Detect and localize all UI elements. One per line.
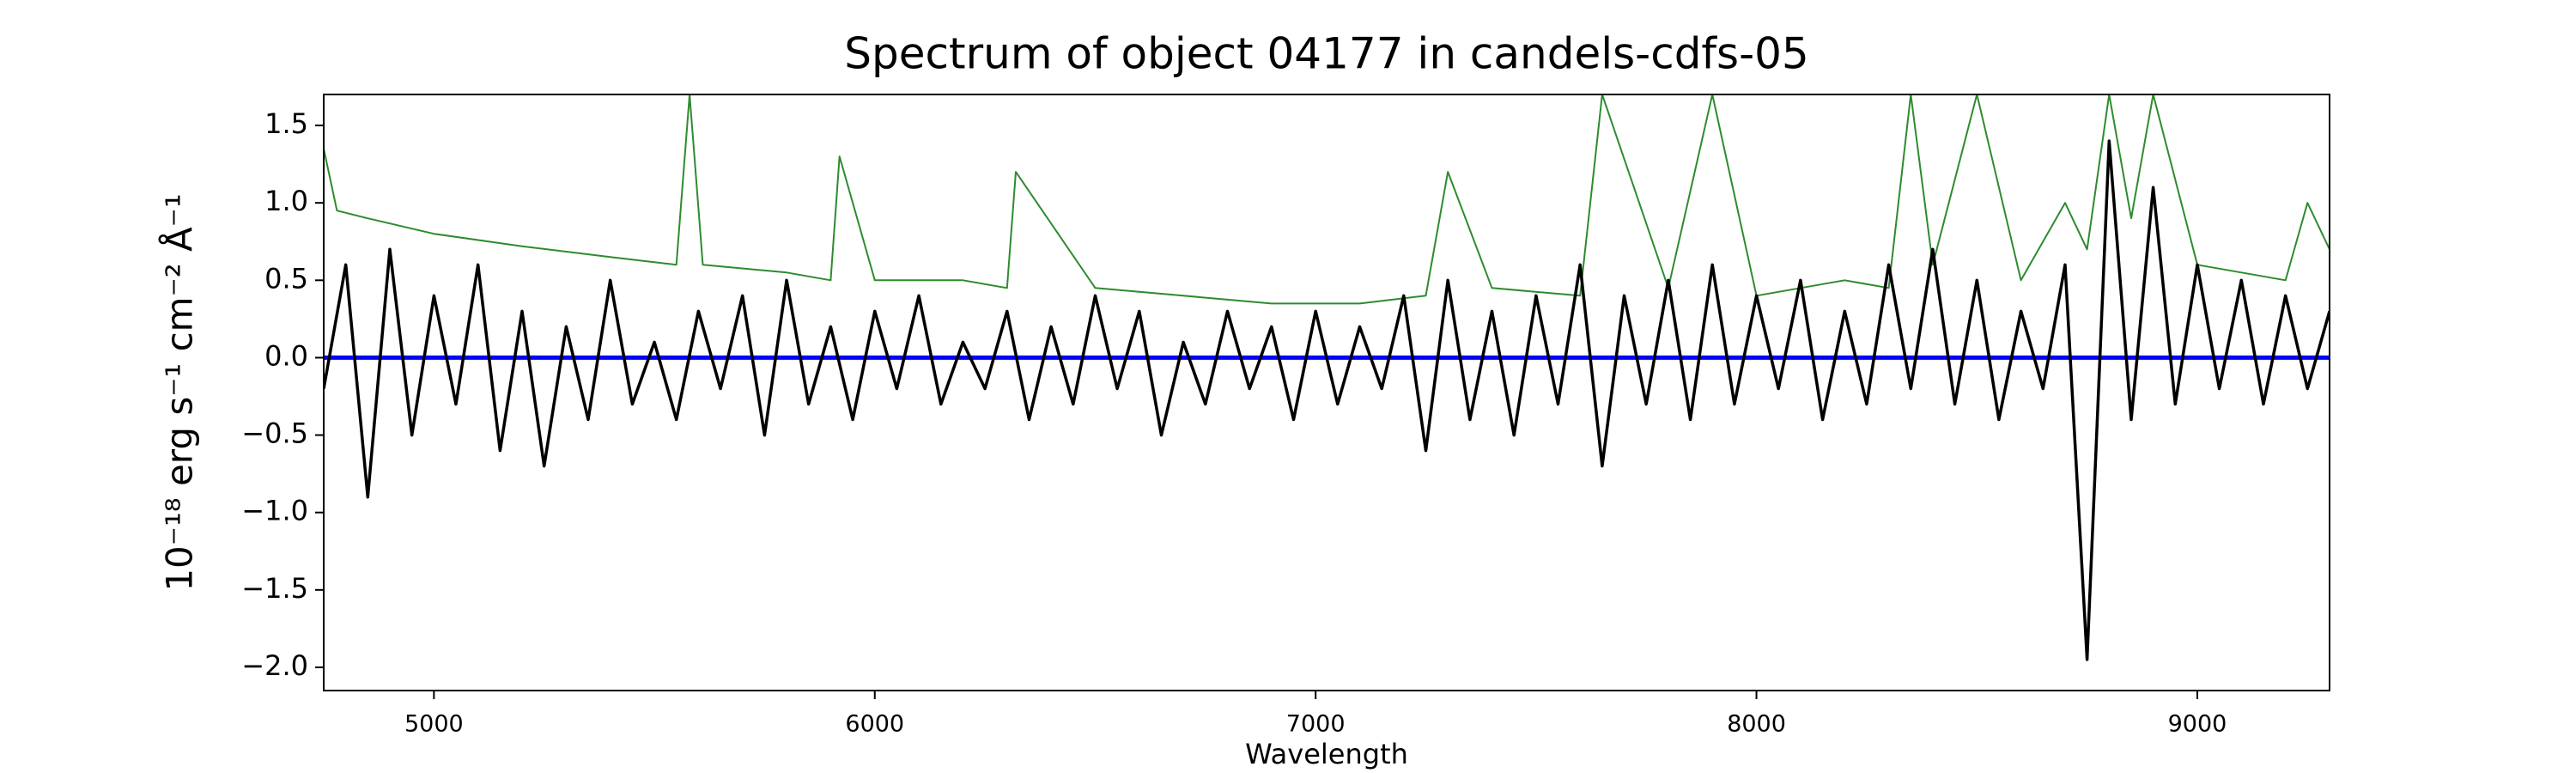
y-tick-label: 0.0: [264, 339, 308, 372]
y-tick-label: −0.5: [241, 417, 308, 450]
y-tick-label: 1.0: [264, 185, 308, 217]
spectrum-line: [324, 139, 2330, 661]
y-tick-label: −1.5: [241, 572, 308, 605]
x-axis-label: Wavelength: [1245, 738, 1408, 770]
x-tick-label: 6000: [845, 711, 904, 738]
y-axis-label: 10⁻¹⁸ erg s⁻¹ cm⁻² Å⁻¹: [158, 193, 201, 591]
y-tick-label: 0.5: [264, 262, 308, 295]
plot-area: [324, 94, 2330, 661]
spectrum-line: [324, 94, 2330, 305]
axes-frame: [323, 94, 2330, 691]
chart-title: Spectrum of object 04177 in candels-cdfs…: [844, 29, 1809, 79]
x-tick-label: 9000: [2168, 711, 2227, 738]
x-tick-label: 7000: [1286, 711, 1346, 738]
y-tick-label: −2.0: [241, 649, 308, 682]
y-tick-label: 1.5: [264, 107, 308, 140]
x-tick-label: 8000: [1727, 711, 1786, 738]
y-tick-label: −1.0: [241, 495, 308, 527]
x-tick-label: 5000: [404, 711, 464, 738]
